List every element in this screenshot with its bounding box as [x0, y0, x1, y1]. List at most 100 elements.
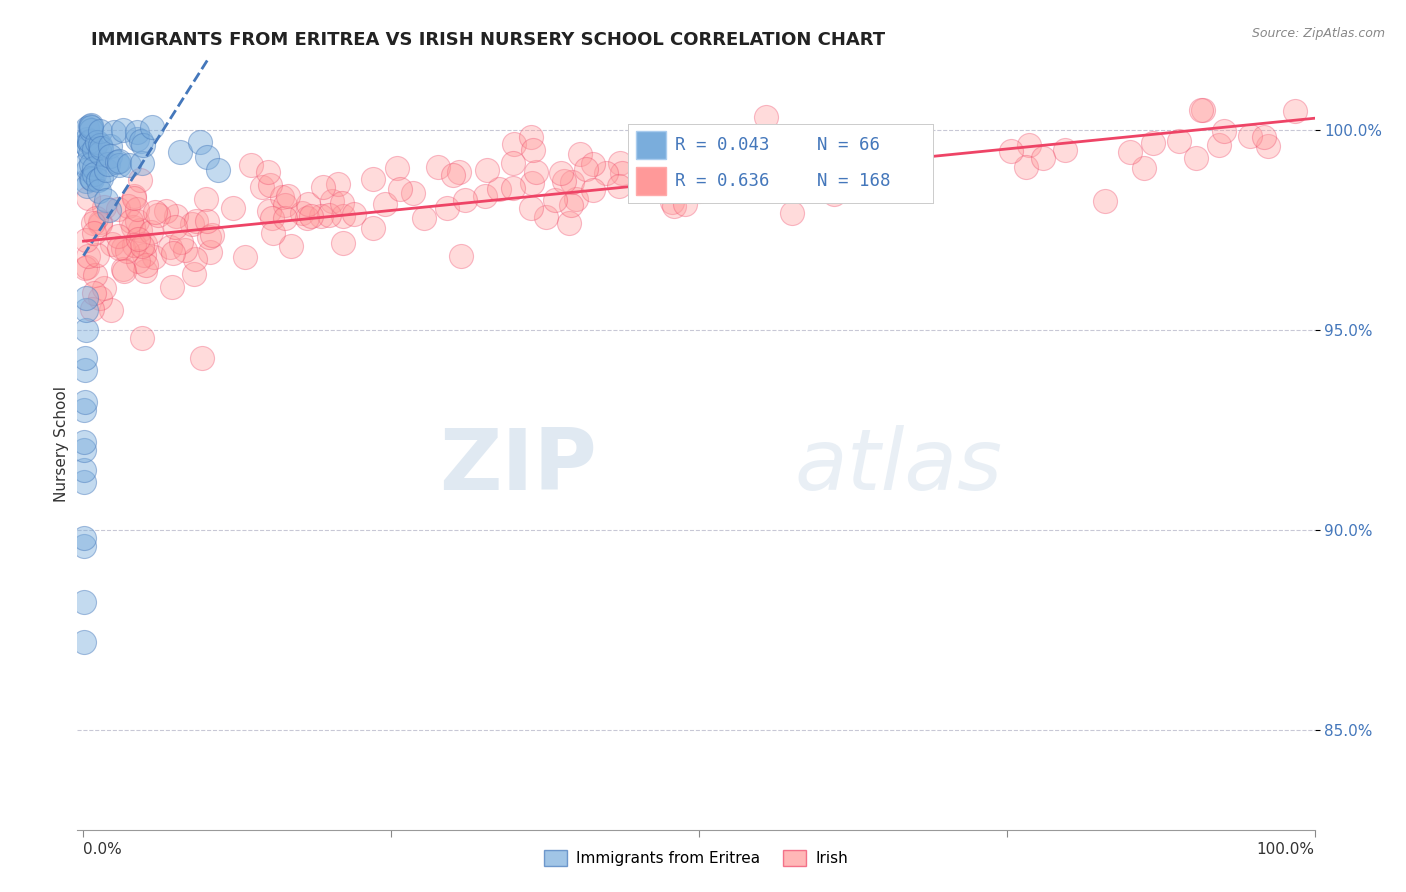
- Point: [575, 161, 598, 176]
- Point: [120, 213, 142, 227]
- Point: [160, 280, 183, 294]
- Point: [695, 131, 717, 145]
- Point: [83, 227, 105, 241]
- Point: [477, 162, 499, 177]
- Point: [188, 135, 211, 149]
- Point: [83, 285, 105, 300]
- Point: [148, 208, 170, 222]
- Point: [77, 135, 100, 149]
- Point: [73, 475, 96, 489]
- Point: [519, 201, 541, 215]
- Point: [98, 138, 121, 153]
- Point: [121, 219, 143, 234]
- Point: [240, 158, 263, 172]
- Point: [83, 142, 105, 156]
- Point: [664, 199, 686, 213]
- Point: [89, 185, 111, 199]
- Point: [89, 146, 111, 161]
- Point: [201, 227, 224, 242]
- Point: [273, 211, 295, 225]
- Point: [609, 156, 631, 170]
- Point: [73, 434, 96, 449]
- Text: R = 0.636: R = 0.636: [675, 172, 769, 190]
- Point: [111, 123, 134, 137]
- Point: [73, 539, 96, 553]
- Point: [100, 302, 122, 317]
- Point: [782, 206, 804, 220]
- Point: [139, 225, 162, 239]
- Point: [1253, 130, 1275, 145]
- Point: [361, 221, 384, 235]
- Point: [108, 241, 131, 255]
- Point: [127, 253, 149, 268]
- Point: [73, 442, 96, 457]
- Point: [162, 246, 184, 260]
- Point: [111, 262, 134, 277]
- Point: [520, 130, 543, 145]
- Point: [262, 211, 284, 226]
- Point: [502, 180, 524, 194]
- Text: 100.0%: 100.0%: [1257, 841, 1315, 856]
- Point: [299, 209, 322, 223]
- Point: [84, 211, 107, 226]
- Point: [309, 209, 332, 223]
- Point: [1192, 103, 1215, 117]
- Point: [257, 165, 280, 179]
- Point: [184, 252, 207, 267]
- Point: [101, 237, 124, 252]
- Point: [1133, 161, 1156, 175]
- Point: [195, 214, 218, 228]
- Point: [524, 164, 547, 178]
- Point: [75, 173, 97, 187]
- Point: [321, 194, 343, 208]
- Point: [80, 156, 103, 170]
- Point: [274, 198, 297, 212]
- Point: [75, 157, 97, 171]
- Point: [544, 193, 567, 207]
- Point: [131, 239, 153, 253]
- Point: [125, 125, 148, 139]
- Point: [90, 141, 112, 155]
- Point: [76, 249, 98, 263]
- Point: [277, 189, 299, 203]
- Point: [661, 195, 683, 210]
- Point: [125, 132, 148, 146]
- Point: [79, 119, 101, 133]
- Point: [86, 136, 108, 150]
- Text: atlas: atlas: [794, 425, 1002, 508]
- Point: [89, 291, 111, 305]
- Point: [97, 157, 120, 171]
- Point: [117, 199, 139, 213]
- Point: [129, 173, 152, 187]
- Point: [181, 218, 204, 232]
- Point: [82, 302, 104, 317]
- Point: [73, 402, 96, 417]
- Point: [80, 171, 103, 186]
- Legend: Immigrants from Eritrea, Irish: Immigrants from Eritrea, Irish: [538, 844, 853, 872]
- Point: [441, 168, 464, 182]
- Point: [389, 181, 412, 195]
- Bar: [636, 130, 666, 159]
- Point: [75, 302, 97, 317]
- Point: [87, 172, 110, 186]
- Point: [1191, 103, 1213, 117]
- Point: [1142, 136, 1164, 150]
- Point: [108, 153, 131, 168]
- Point: [553, 174, 575, 188]
- Point: [1284, 103, 1306, 118]
- Point: [75, 233, 97, 247]
- Point: [1094, 194, 1116, 209]
- Point: [118, 158, 141, 172]
- Point: [94, 193, 117, 207]
- Point: [565, 192, 588, 206]
- Point: [142, 250, 165, 264]
- Point: [550, 166, 572, 180]
- Point: [77, 139, 100, 153]
- Point: [233, 251, 256, 265]
- Point: [569, 147, 592, 161]
- Point: [112, 241, 135, 255]
- Point: [823, 186, 845, 201]
- Point: [90, 171, 112, 186]
- Point: [488, 182, 510, 196]
- Point: [73, 363, 96, 377]
